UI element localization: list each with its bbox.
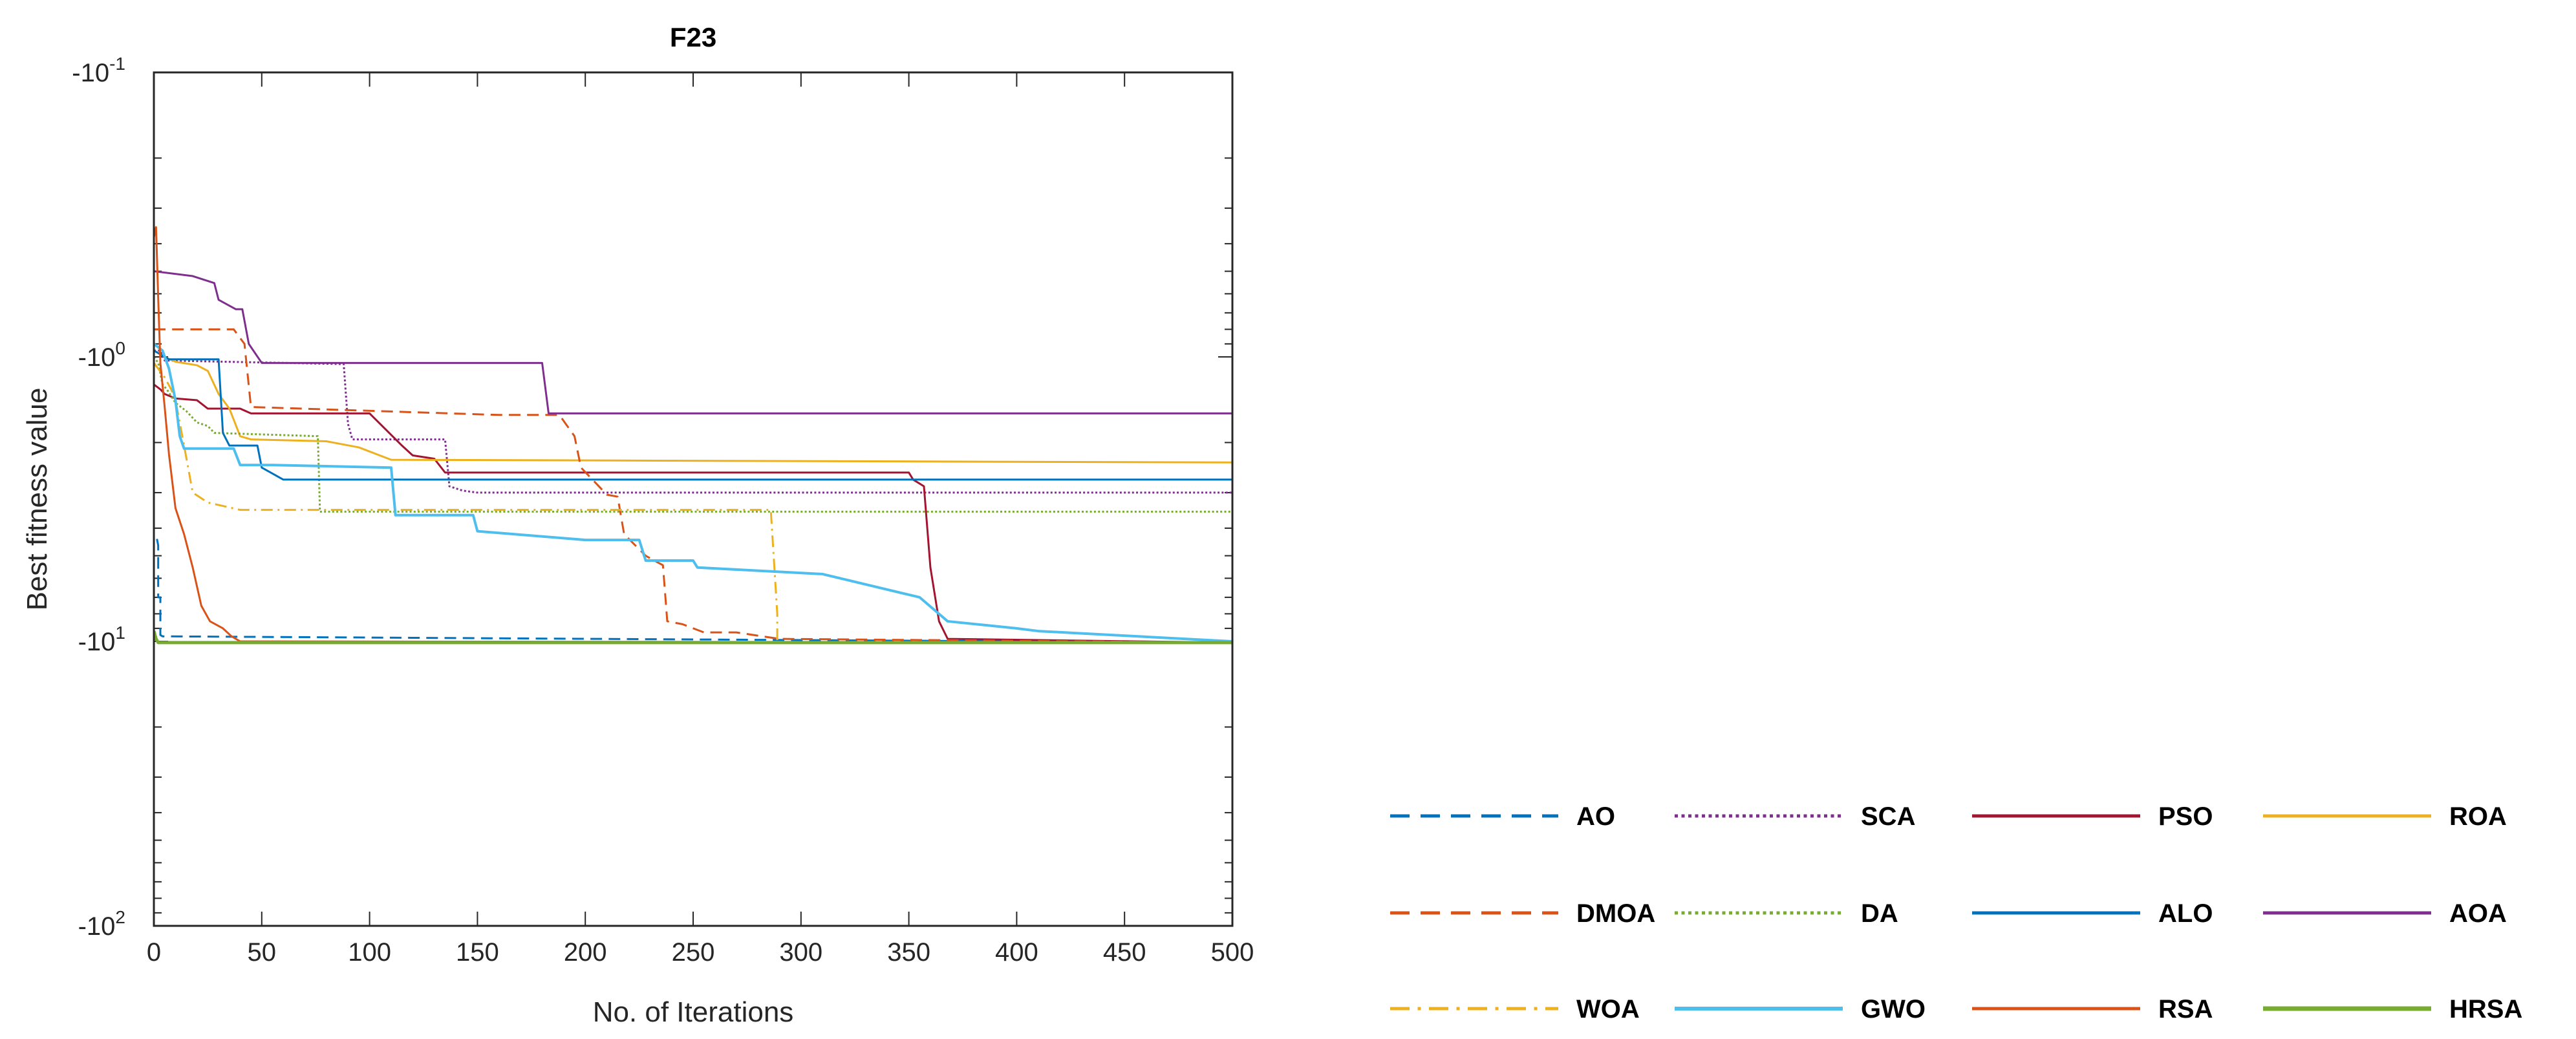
legend-label-rsa: RSA [2158,995,2213,1023]
x-tick-label: 100 [348,938,391,967]
series-group [154,226,1232,645]
x-tick-label: 500 [1211,938,1254,967]
y-tick-base: -10 [78,912,116,941]
y-tick-label: -101 [78,623,125,656]
axes-box [153,71,1234,927]
series-line-pso [154,383,1232,644]
y-tick-base: -10 [72,59,109,87]
x-tick-label: 150 [456,938,499,967]
legend-label-pso: PSO [2158,802,2213,831]
legend-label-da: DA [1861,899,1898,928]
legend-label-hrsa: HRSA [2449,995,2522,1023]
y-tick-label: -102 [78,907,125,941]
legend-label-aoa: AOA [2449,899,2507,928]
x-tick-label: 50 [248,938,277,967]
legend-label-woa: WOA [1576,995,1640,1023]
legend-label-sca: SCA [1861,802,1915,831]
y-tick-base: -10 [78,343,116,372]
y-tick-label: -100 [78,338,125,372]
x-tick-label: 450 [1103,938,1146,967]
legend-label-ao: AO [1576,802,1615,831]
x-tick-label: 400 [995,938,1038,967]
y-tick-base: -10 [78,628,116,656]
chart-title: F23 [670,22,716,52]
series-line-hrsa [154,630,1232,645]
legend-label-dmoa: DMOA [1576,899,1655,928]
legend-label-gwo: GWO [1861,995,1926,1023]
x-tick-label: 0 [147,938,161,967]
x-axis-label: No. of Iterations [593,996,794,1028]
legend-label-alo: ALO [2158,899,2213,928]
y-tick-exponent: 0 [115,338,125,358]
y-tick-label: -10-1 [72,54,125,87]
x-tick-label: 250 [672,938,715,967]
series-line-woa [154,362,1232,644]
series-line-alo [154,349,1232,481]
x-tick-label: 300 [779,938,822,967]
plot-area [154,72,1232,926]
x-tick-label: 350 [887,938,930,967]
series-line-sca [154,349,1232,494]
legend-label-roa: ROA [2449,802,2507,831]
series-line-roa [154,349,1232,464]
series-line-rsa [154,226,1232,644]
y-tick-exponent: 2 [115,907,125,927]
x-tick-label: 200 [564,938,607,967]
series-line-gwo [154,343,1232,643]
y-axis-label: Best fitness value [21,388,53,611]
y-tick-exponent: -1 [109,54,125,74]
y-tick-exponent: 1 [115,623,125,643]
chart-legend: AO SCA PSO ROA DMOA DA ALO AOA WOA GWO RSA HRSA [1390,802,2522,1023]
series-line-aoa [154,270,1232,414]
series-line-dmoa [154,328,1232,644]
